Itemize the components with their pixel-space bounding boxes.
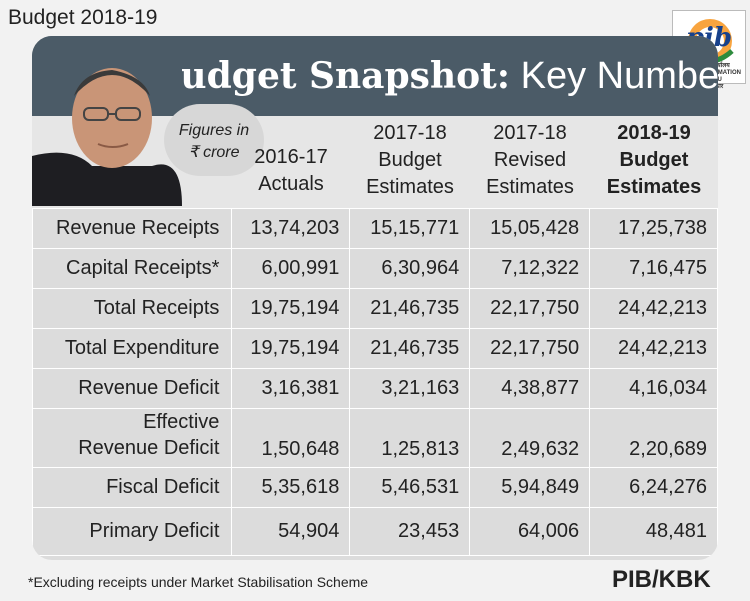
table-row: Total Expenditure 19,75,194 21,46,735 22… xyxy=(32,328,718,369)
table-cell: 54,904 xyxy=(231,507,351,556)
page-title: Budget Snapshot: Key Numbers xyxy=(150,55,718,97)
row-label: Primary Deficit xyxy=(32,507,233,556)
table-cell: 21,46,735 xyxy=(349,328,471,369)
footnote: *Excluding receipts under Market Stabili… xyxy=(28,574,369,590)
row-label: Revenue Deficit xyxy=(32,368,233,409)
table-cell: 24,42,213 xyxy=(589,288,718,329)
table-cell: 22,17,750 xyxy=(469,288,591,329)
table-row: Primary Deficit 54,904 23,453 64,006 48,… xyxy=(32,507,718,556)
table-cell: 19,75,194 xyxy=(231,328,351,369)
column-header-2017-18-re: 2017-18 Revised Estimates xyxy=(486,122,574,198)
table-cell: 5,94,849 xyxy=(469,467,591,508)
table-cell: 6,30,964 xyxy=(349,248,471,289)
table-cell: 4,16,034 xyxy=(589,368,718,409)
row-label: Fiscal Deficit xyxy=(32,467,233,508)
table-row: Fiscal Deficit 5,35,618 5,46,531 5,94,84… xyxy=(32,467,718,508)
credit-label: PIB/KBK xyxy=(612,566,711,593)
table-cell: 13,74,203 xyxy=(231,208,351,249)
portrait-image xyxy=(32,36,182,206)
table-row: Revenue Deficit 3,16,381 3,21,163 4,38,8… xyxy=(32,368,718,409)
table-cell: 1,25,813 xyxy=(349,408,471,468)
column-header-2016-17: 2016-17 Actuals xyxy=(254,146,328,195)
row-label: Total Expenditure xyxy=(32,328,233,369)
table-cell: 6,24,276 xyxy=(589,467,718,508)
units-note: Figures in ₹ crore xyxy=(164,104,264,176)
table-row: Capital Receipts* 6,00,991 6,30,964 7,12… xyxy=(32,248,718,289)
table-cell: 24,42,213 xyxy=(589,328,718,369)
table-cell: 22,17,750 xyxy=(469,328,591,369)
table-cell: 3,16,381 xyxy=(231,368,351,409)
table-row: Total Receipts 19,75,194 21,46,735 22,17… xyxy=(32,288,718,329)
table-cell: 2,20,689 xyxy=(589,408,718,468)
table-row: Effective Revenue Deficit 1,50,648 1,25,… xyxy=(32,408,718,468)
table-cell: 17,25,738 xyxy=(589,208,718,249)
table-cell: 23,453 xyxy=(349,507,471,556)
budget-card: Budget Snapshot: Key Numbers Figures in … xyxy=(32,36,718,560)
table-cell: 6,00,991 xyxy=(231,248,351,289)
table-cell: 4,38,877 xyxy=(469,368,591,409)
table-cell: 48,481 xyxy=(589,507,718,556)
row-label: Capital Receipts* xyxy=(32,248,233,289)
table-cell: 15,15,771 xyxy=(349,208,471,249)
top-label: Budget 2018-19 xyxy=(8,6,158,29)
table-cell: 64,006 xyxy=(469,507,591,556)
column-header-2018-19-be: 2018-19 Budget Estimates xyxy=(606,122,702,198)
table-cell: 5,35,618 xyxy=(231,467,351,508)
column-header-2017-18-be: 2017-18 Budget Estimates xyxy=(366,122,454,198)
table-row: Revenue Receipts 13,74,203 15,15,771 15,… xyxy=(32,208,718,249)
budget-table: Revenue Receipts 13,74,203 15,15,771 15,… xyxy=(32,208,718,556)
table-cell: 19,75,194 xyxy=(231,288,351,329)
table-cell: 7,16,475 xyxy=(589,248,718,289)
table-cell: 1,50,648 xyxy=(231,408,351,468)
row-label: Revenue Receipts xyxy=(32,208,233,249)
row-label: Effective Revenue Deficit xyxy=(32,408,233,468)
table-cell: 3,21,163 xyxy=(349,368,471,409)
row-label: Total Receipts xyxy=(32,288,233,329)
table-cell: 15,05,428 xyxy=(469,208,591,249)
table-cell: 2,49,632 xyxy=(469,408,591,468)
table-cell: 21,46,735 xyxy=(349,288,471,329)
table-cell: 5,46,531 xyxy=(349,467,471,508)
table-cell: 7,12,322 xyxy=(469,248,591,289)
